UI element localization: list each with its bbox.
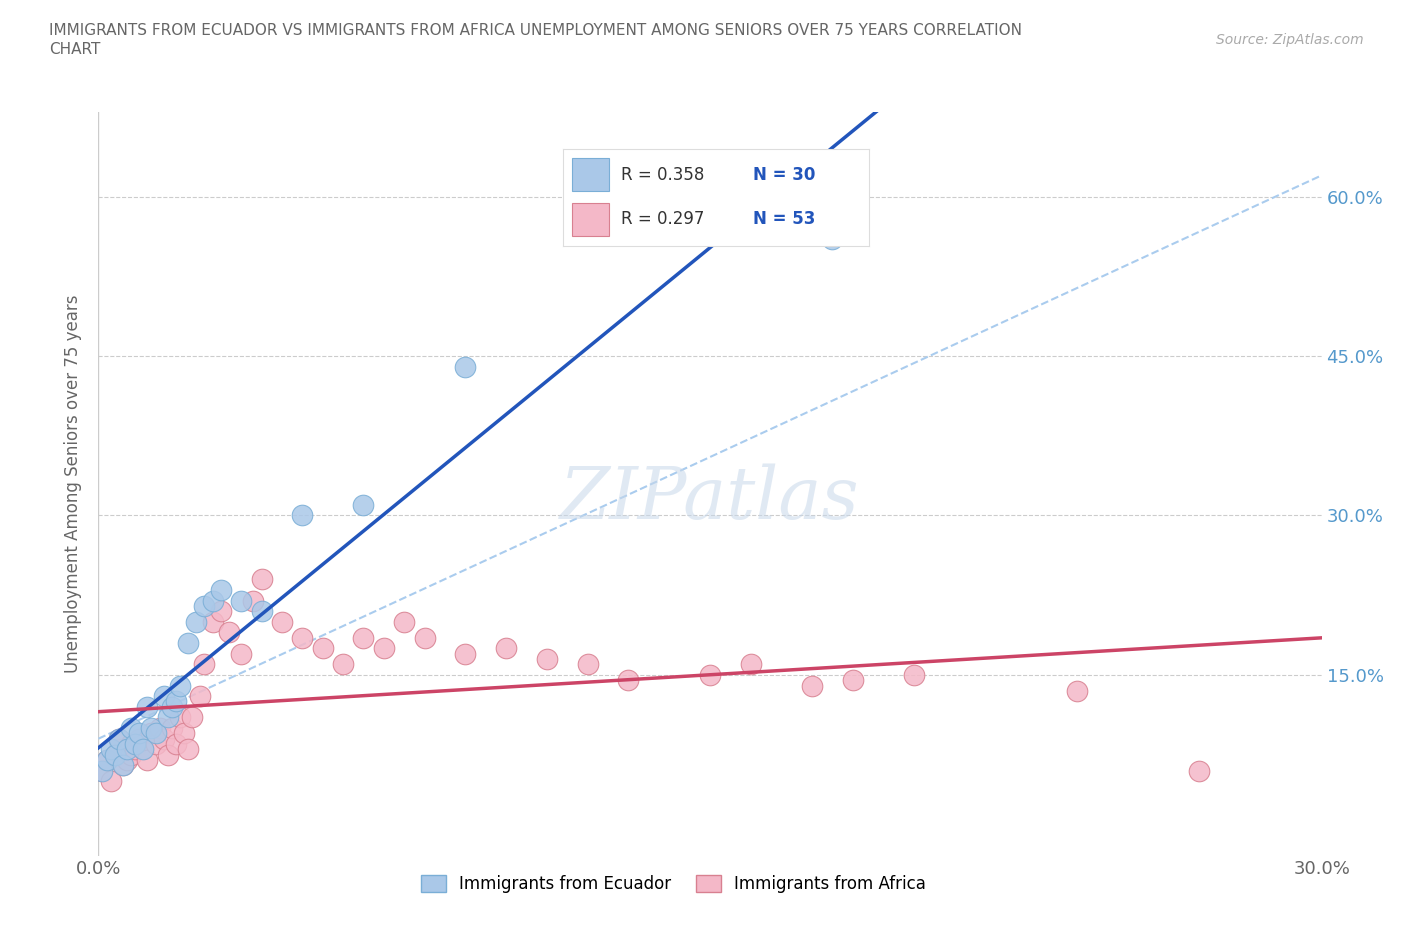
Point — [250, 604, 273, 618]
Y-axis label: Unemployment Among Seniors over 75 years: Unemployment Among Seniors over 75 years — [65, 295, 83, 672]
Point — [188, 689, 212, 704]
Point — [454, 359, 477, 374]
Point — [169, 678, 191, 693]
Point — [111, 758, 134, 773]
Point — [801, 678, 824, 693]
Point — [91, 764, 114, 778]
Point — [132, 742, 155, 757]
Point — [91, 764, 114, 778]
Point — [145, 726, 167, 741]
Point — [104, 747, 127, 762]
Point — [231, 646, 253, 661]
Text: CHART: CHART — [49, 42, 101, 57]
Point — [392, 615, 416, 630]
Point — [149, 721, 172, 736]
Point — [903, 668, 925, 683]
Point — [100, 742, 122, 757]
Point — [495, 641, 517, 656]
Point — [576, 657, 599, 671]
Point — [201, 593, 224, 608]
Point — [218, 625, 240, 640]
Point — [156, 747, 179, 762]
Point — [231, 593, 253, 608]
Point — [165, 694, 187, 709]
Point — [100, 774, 122, 789]
Point — [160, 699, 183, 714]
Point — [740, 657, 762, 671]
Point — [193, 598, 215, 613]
Point — [173, 726, 195, 741]
Point — [332, 657, 354, 671]
Point — [242, 593, 264, 608]
Point — [104, 747, 127, 762]
Text: ZIPatlas: ZIPatlas — [560, 463, 860, 534]
Point — [132, 742, 155, 757]
Point — [108, 731, 131, 746]
Legend: Immigrants from Ecuador, Immigrants from Africa: Immigrants from Ecuador, Immigrants from… — [413, 868, 932, 899]
Point — [312, 641, 335, 656]
Point — [141, 726, 163, 741]
Point — [108, 742, 131, 757]
Point — [413, 631, 436, 645]
Point — [454, 646, 477, 661]
Point — [291, 631, 314, 645]
Point — [156, 710, 179, 724]
Point — [186, 615, 208, 630]
Point — [141, 721, 163, 736]
Point — [291, 508, 314, 523]
Point — [181, 710, 204, 724]
Point — [270, 615, 294, 630]
Point — [108, 731, 131, 746]
Point — [124, 742, 146, 757]
Point — [128, 731, 150, 746]
Point — [120, 737, 142, 751]
Point — [209, 582, 232, 597]
Point — [128, 726, 150, 741]
Point — [136, 752, 159, 767]
Point — [152, 689, 174, 704]
Point — [821, 232, 844, 246]
Text: IMMIGRANTS FROM ECUADOR VS IMMIGRANTS FROM AFRICA UNEMPLOYMENT AMONG SENIORS OVE: IMMIGRANTS FROM ECUADOR VS IMMIGRANTS FR… — [49, 23, 1022, 38]
Point — [193, 657, 215, 671]
Point — [96, 752, 118, 767]
Point — [1066, 684, 1088, 698]
Point — [177, 635, 200, 650]
Point — [160, 721, 183, 736]
Point — [136, 699, 159, 714]
Point — [699, 668, 721, 683]
Point — [201, 615, 224, 630]
Point — [165, 737, 187, 751]
Point — [352, 498, 374, 512]
Point — [209, 604, 232, 618]
Point — [250, 572, 273, 587]
Point — [115, 742, 138, 757]
Point — [841, 672, 863, 687]
Point — [169, 710, 191, 724]
Point — [145, 737, 167, 751]
Point — [177, 742, 200, 757]
Point — [1188, 764, 1211, 778]
Point — [124, 737, 146, 751]
Point — [115, 752, 138, 767]
Point — [111, 758, 134, 773]
Point — [617, 672, 640, 687]
Point — [152, 731, 174, 746]
Point — [536, 652, 558, 667]
Point — [120, 721, 142, 736]
Point — [120, 747, 142, 762]
Text: Source: ZipAtlas.com: Source: ZipAtlas.com — [1216, 33, 1364, 46]
Point — [352, 631, 374, 645]
Point — [96, 752, 118, 767]
Point — [373, 641, 395, 656]
